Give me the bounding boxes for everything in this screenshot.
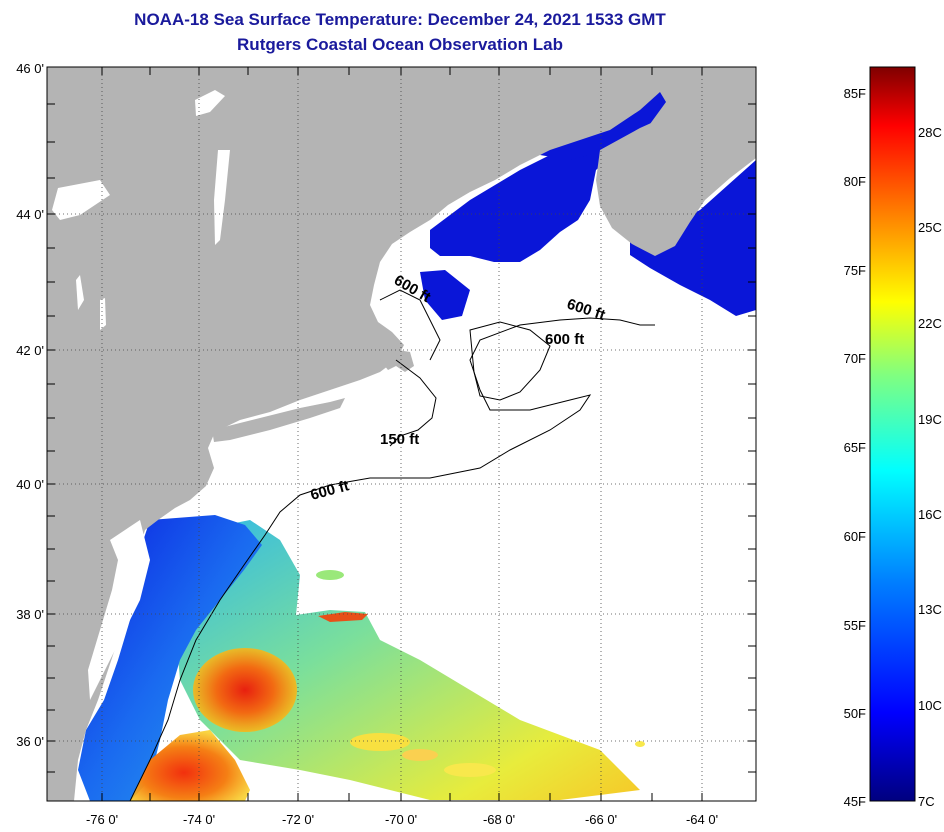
land-nova-scotia: [596, 100, 756, 256]
longitude-labels: -76 0' -74 0' -72 0' -70 0' -68 0' -66 0…: [86, 812, 718, 827]
lat-label: 44 0': [16, 207, 44, 222]
colorbar-f-label: 60F: [844, 529, 866, 544]
colorbar-f-label: 45F: [844, 794, 866, 809]
sst-mid-atlantic-slope: [175, 520, 640, 800]
colorbar-c-label: 22C: [918, 316, 942, 331]
sst-speckle-patches: [316, 570, 645, 777]
lon-label: -66 0': [585, 812, 617, 827]
colorbar-c-label: 13C: [918, 602, 942, 617]
contour-600ft-shelf-break: [129, 317, 655, 801]
sst-warm-eddy: [193, 648, 297, 732]
lat-label: 36 0': [16, 734, 44, 749]
colorbar-c-label: 25C: [918, 220, 942, 235]
lat-label: 46 0': [16, 61, 44, 76]
lat-label: 40 0': [16, 477, 44, 492]
colorbar-f-label: 55F: [844, 618, 866, 633]
colorbar-c-label: 19C: [918, 412, 942, 427]
colorbar-fahrenheit-labels: 85F 80F 75F 70F 65F 60F 55F 50F 45F: [844, 86, 866, 809]
contour-georges-bank: [469, 321, 551, 401]
land-long-island: [212, 398, 345, 442]
sst-gulf-stream-south: [130, 730, 250, 801]
colorbar-c-label: 16C: [918, 507, 942, 522]
colorbar-f-label: 65F: [844, 440, 866, 455]
map-area: 600 ft 600 ft 600 ft 150 ft 600 ft: [47, 67, 756, 801]
sst-scotian-shelf: [630, 160, 756, 316]
colorbar-f-label: 80F: [844, 174, 866, 189]
colorbar-celsius-labels: 28C 25C 22C 19C 16C 13C 10C 7C: [918, 125, 942, 809]
colorbar-c-label: 7C: [918, 794, 935, 809]
contour-label: 150 ft: [380, 431, 419, 448]
sst-georges-patch: [420, 270, 470, 320]
lon-label: -74 0': [183, 812, 215, 827]
bathymetry-contours: [129, 289, 655, 801]
inland-water: [52, 90, 230, 700]
contour-150ft-georges: [389, 359, 437, 447]
colorbar-f-label: 85F: [844, 86, 866, 101]
contour-label: 600 ft: [545, 331, 584, 348]
map-subtitle: Rutgers Coastal Ocean Observation Lab: [237, 35, 563, 54]
sst-mid-atlantic-shelf: [78, 515, 262, 801]
land-north-america: [47, 67, 756, 801]
temperature-colorbar: [869, 66, 916, 802]
lat-label: 38 0': [16, 607, 44, 622]
lon-label: -76 0': [86, 812, 118, 827]
colorbar-c-label: 28C: [918, 125, 942, 140]
lon-label: -64 0': [686, 812, 718, 827]
contour-600ft-gulf: [379, 289, 441, 361]
colorbar-f-label: 50F: [844, 706, 866, 721]
colorbar-c-label: 10C: [918, 698, 942, 713]
colorbar-f-label: 70F: [844, 351, 866, 366]
lon-label: -72 0': [282, 812, 314, 827]
map-title: NOAA-18 Sea Surface Temperature: Decembe…: [134, 10, 666, 29]
frame-ticks: [47, 67, 756, 801]
lat-label: 42 0': [16, 343, 44, 358]
latitude-labels: 46 0' 44 0' 42 0' 40 0' 38 0' 36 0': [16, 61, 44, 749]
sst-filament: [318, 612, 368, 622]
lon-label: -70 0': [385, 812, 417, 827]
colorbar-f-label: 75F: [844, 263, 866, 278]
lon-label: -68 0': [483, 812, 515, 827]
